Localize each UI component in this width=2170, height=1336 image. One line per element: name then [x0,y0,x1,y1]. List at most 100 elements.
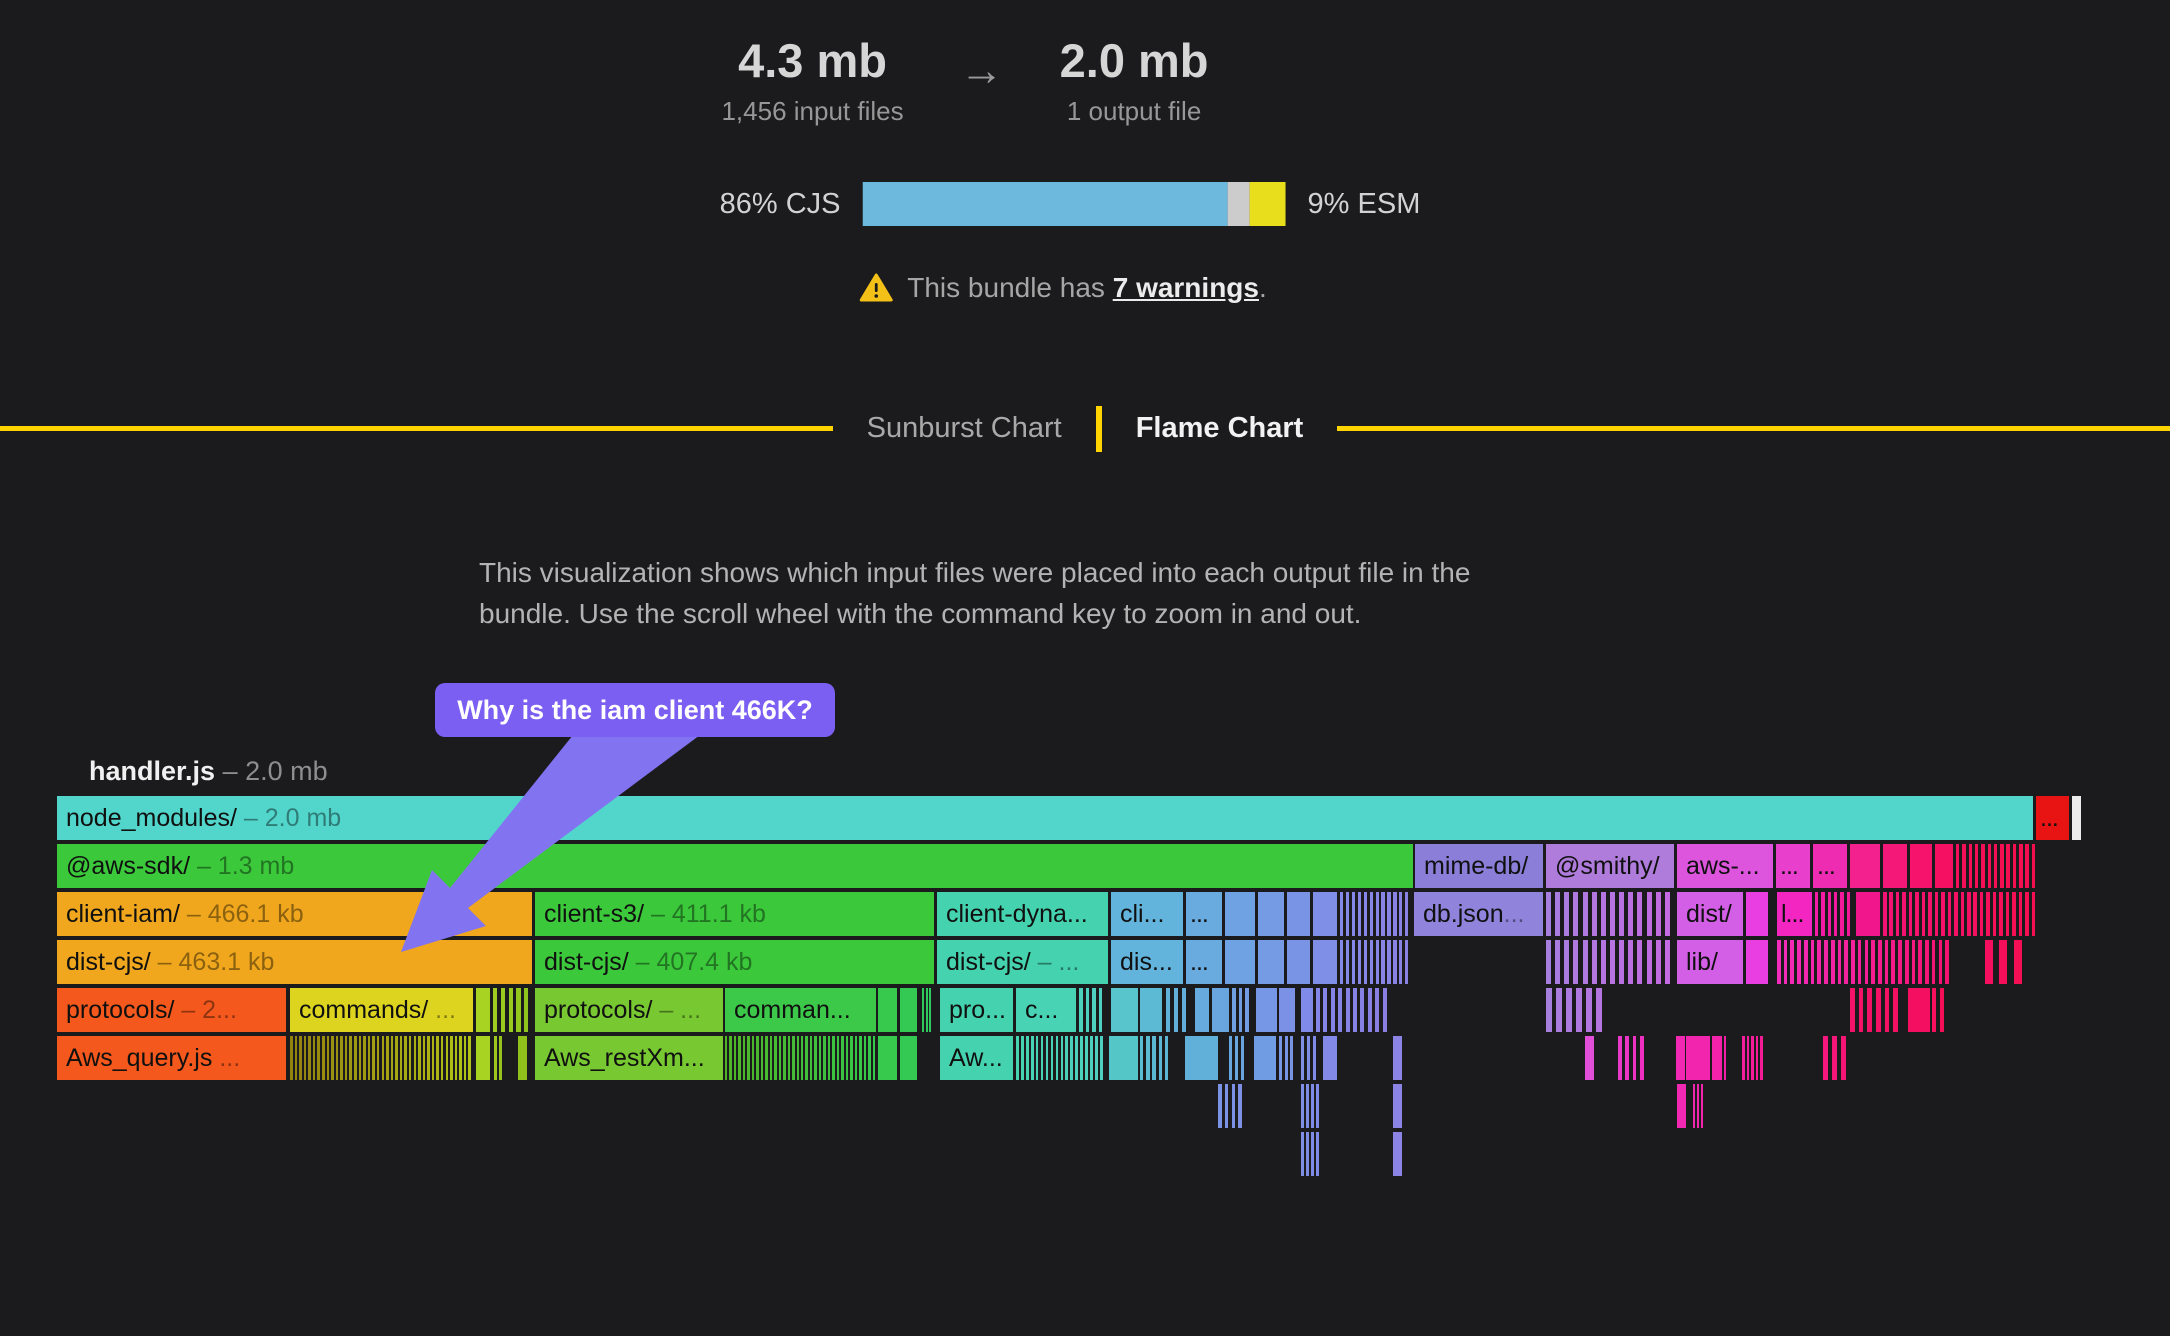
flame-cell[interactable] [1357,892,1361,936]
flame-cell[interactable] [1393,1132,1402,1176]
flame-cell[interactable] [476,1036,490,1080]
flame-cell[interactable] [418,1036,421,1080]
flame-cell[interactable] [367,1036,371,1080]
flame-cell[interactable] [1340,940,1344,984]
flame-cell[interactable] [1676,1036,1685,1080]
flame-cell[interactable] [733,1036,737,1080]
flame-cell[interactable] [1585,1036,1594,1080]
flame-cell[interactable] [1857,940,1862,984]
flame-cell[interactable] [1345,988,1350,1032]
flame-cell[interactable] [751,1036,755,1080]
flame-cell[interactable] [1803,940,1808,984]
flame-cell[interactable] [1546,988,1552,1032]
flame-cell[interactable] [1287,892,1310,936]
flame-cell[interactable] [450,1036,453,1080]
flame-cell[interactable] [1884,940,1889,984]
flame-cell-...[interactable]: ... [2036,796,2069,840]
flame-cell[interactable] [809,1036,813,1080]
flame-cell[interactable] [399,1036,403,1080]
flame-cell[interactable] [1664,940,1670,984]
flame-cell[interactable] [1832,1036,1837,1080]
flame-cell-dist-cjs[interactable]: dist-cjs/ – 463.1 kb [57,940,532,984]
flame-cell[interactable] [1902,892,1906,936]
flame-cell[interactable] [1938,940,1943,984]
flame-cell[interactable] [1311,1084,1314,1128]
flame-cell[interactable] [1823,1036,1828,1080]
flame-cell[interactable] [1746,940,1768,984]
flame-cell[interactable] [1075,1036,1079,1080]
flame-cell[interactable] [494,1036,497,1080]
flame-cell[interactable] [1686,1036,1710,1080]
flame-cell[interactable] [2012,892,2016,936]
flame-cell[interactable] [376,1036,380,1080]
flame-cell[interactable] [1755,1036,1759,1080]
flame-cell[interactable] [1399,940,1403,984]
flame-cell[interactable] [1060,1036,1064,1080]
flame-cell[interactable] [2000,844,2004,888]
flame-cell[interactable] [769,1036,773,1080]
flame-cell[interactable] [868,1036,871,1080]
flame-cell[interactable] [1646,940,1652,984]
flame-cell[interactable] [1279,988,1295,1032]
flame-cell[interactable] [1109,1036,1138,1080]
flame-cell[interactable] [1586,988,1592,1032]
flame-cell[interactable] [1918,940,1923,984]
flame-cell[interactable] [1693,1084,1696,1128]
flame-cell[interactable] [1824,940,1828,984]
flame-cell[interactable] [1858,988,1864,1032]
flame-cell[interactable] [1921,892,1926,936]
flame-cell[interactable] [331,1036,334,1080]
flame-cell[interactable] [850,1036,853,1080]
flame-cell[interactable] [1712,1036,1721,1080]
flame-cell[interactable] [1797,940,1801,984]
flame-cell[interactable] [1655,892,1661,936]
flame-cell[interactable] [1546,892,1552,936]
flame-cell[interactable] [1834,892,1838,936]
flame-cell[interactable] [1628,892,1634,936]
flame-cell-...[interactable]: ... [1186,892,1222,936]
flame-cell[interactable] [1815,892,1819,936]
flame-cell-mime-db[interactable]: mime-db/ [1415,844,1543,888]
flame-cell-...[interactable]: ... [1186,940,1222,984]
flame-cell[interactable] [1098,988,1103,1032]
flame-cell[interactable] [1723,1036,1726,1080]
flame-cell[interactable] [1316,1084,1319,1128]
flame-cell[interactable] [1619,940,1625,984]
flame-cell[interactable] [796,1036,799,1080]
flame-cell[interactable] [1284,1036,1288,1080]
flame-cell[interactable] [863,1036,867,1080]
flame-cell[interactable] [1746,892,1768,936]
flame-cell[interactable] [1399,892,1403,936]
flame-cell[interactable] [308,1036,311,1080]
flame-cell[interactable] [1877,940,1882,984]
flame-cell[interactable] [1345,940,1350,984]
flame-cell[interactable] [1363,940,1367,984]
flame-cell[interactable] [1840,892,1844,936]
flame-cell[interactable] [1966,892,1971,936]
flame-cell[interactable] [468,1036,471,1080]
flame-cell[interactable] [2072,796,2081,840]
flame-cell[interactable] [1174,988,1179,1032]
flame-cell[interactable] [436,1036,439,1080]
flame-cell[interactable] [1330,988,1335,1032]
flame-cell[interactable] [1962,844,1966,888]
flame-cell[interactable] [1856,892,1880,936]
flame-cell[interactable] [1889,892,1893,936]
flame-cell[interactable] [1306,1132,1309,1176]
flame-cell[interactable] [1229,1036,1233,1080]
flame-cell[interactable] [1146,1036,1150,1080]
flame-cell[interactable] [408,1036,412,1080]
flame-cell[interactable] [1040,1036,1044,1080]
flame-cell[interactable] [1935,844,1953,888]
flame-cell[interactable] [1241,1036,1245,1080]
flame-cell[interactable] [335,1036,339,1080]
flame-cell[interactable] [1301,1036,1305,1080]
flame-cell[interactable] [1224,1084,1229,1128]
flame-cell-dis...[interactable]: dis... [1111,940,1183,984]
flame-cell-...[interactable]: ... [1813,844,1847,888]
flame-cell[interactable] [476,988,490,1032]
flame-cell[interactable] [1546,940,1552,984]
flame-cell[interactable] [738,1036,741,1080]
flame-cell[interactable] [1954,892,1958,936]
flame-cell[interactable] [823,1036,826,1080]
